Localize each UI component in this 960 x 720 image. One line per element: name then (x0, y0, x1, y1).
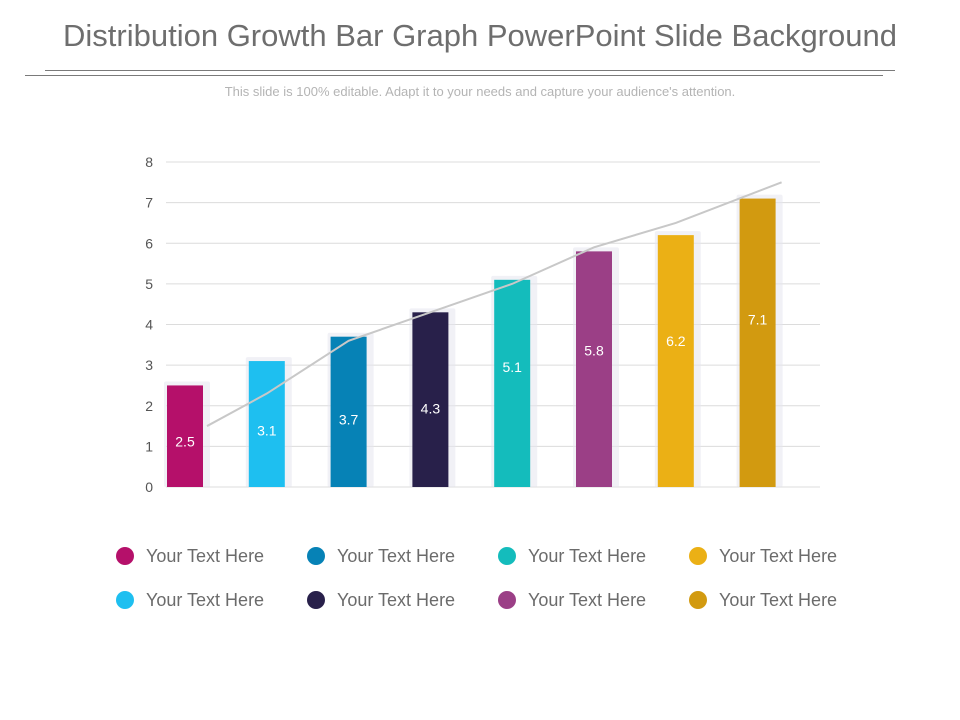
legend-item: Your Text Here (299, 545, 490, 567)
slide-subtitle: This slide is 100% editable. Adapt it to… (224, 84, 736, 99)
bar (657, 235, 694, 487)
legend-item: Your Text Here (490, 589, 681, 611)
bar-value-label: 3.7 (339, 411, 359, 427)
slide-title: Distribution Growth Bar Graph PowerPoint… (63, 18, 897, 53)
legend-item: Your Text Here (490, 545, 681, 567)
legend-item: Your Text Here (681, 589, 872, 611)
legend: Your Text Here Your Text Here Your Text He… (108, 545, 868, 611)
legend-swatch (689, 547, 707, 565)
y-axis-ticks: 0 1 2 3 4 5 6 7 8 (145, 154, 153, 495)
y-tick-label: 4 (145, 317, 153, 333)
bar (248, 361, 285, 487)
bar (739, 198, 776, 487)
legend-label: Your Text Here (146, 589, 265, 610)
y-tick-label: 3 (145, 357, 153, 373)
bar (576, 251, 612, 487)
bar-value-label: 3.1 (257, 422, 277, 438)
bar-value-label: 2.5 (175, 433, 195, 449)
legend-label: Your Text Here (337, 589, 456, 610)
y-tick-label: 0 (145, 479, 153, 495)
legend-label: Your Text Here (719, 545, 838, 566)
legend-item: Your Text Here (108, 589, 299, 611)
legend-label: Your Text Here (528, 589, 647, 610)
bar-value-label: 4.3 (421, 400, 441, 416)
y-tick-label: 5 (145, 276, 153, 292)
legend-label: Your Text Here (719, 589, 838, 610)
bar-value-label: 5.8 (584, 342, 604, 358)
bar (167, 385, 203, 487)
y-tick-label: 8 (145, 154, 153, 170)
y-tick-label: 2 (145, 398, 153, 414)
legend-item: Your Text Here (299, 589, 490, 611)
legend-swatch (307, 591, 325, 609)
legend-swatch (307, 547, 325, 565)
legend-swatch (116, 591, 134, 609)
legend-item: Your Text Here (681, 545, 872, 567)
trend-line (206, 181, 782, 427)
bar (412, 312, 449, 487)
bars (167, 198, 776, 487)
legend-swatch (498, 591, 516, 609)
legend-swatch (689, 591, 707, 609)
legend-label: Your Text Here (528, 545, 647, 566)
bar (330, 336, 367, 487)
trend-line-group (206, 181, 782, 427)
bar-value-label: 7.1 (748, 312, 768, 328)
bar-value-label: 5.1 (502, 359, 522, 375)
legend-swatch (116, 547, 134, 565)
title-divider-top (45, 70, 895, 71)
legend-label: Your Text Here (146, 545, 265, 566)
title-divider-bottom (25, 75, 883, 76)
y-tick-label: 1 (145, 438, 153, 454)
legend-swatch (498, 547, 516, 565)
y-tick-label: 7 (145, 195, 153, 211)
legend-item: Your Text Here (108, 545, 299, 567)
legend-label: Your Text Here (337, 545, 456, 566)
bar (494, 279, 531, 487)
y-tick-label: 6 (145, 235, 153, 251)
bar-value-label: 6.2 (666, 333, 686, 349)
bar-value-labels: 2.5 3.1 3.7 4.3 5.1 5.8 6.2 7.1 (175, 312, 767, 450)
